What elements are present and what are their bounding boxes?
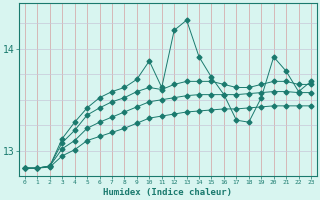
X-axis label: Humidex (Indice chaleur): Humidex (Indice chaleur) xyxy=(103,188,232,197)
